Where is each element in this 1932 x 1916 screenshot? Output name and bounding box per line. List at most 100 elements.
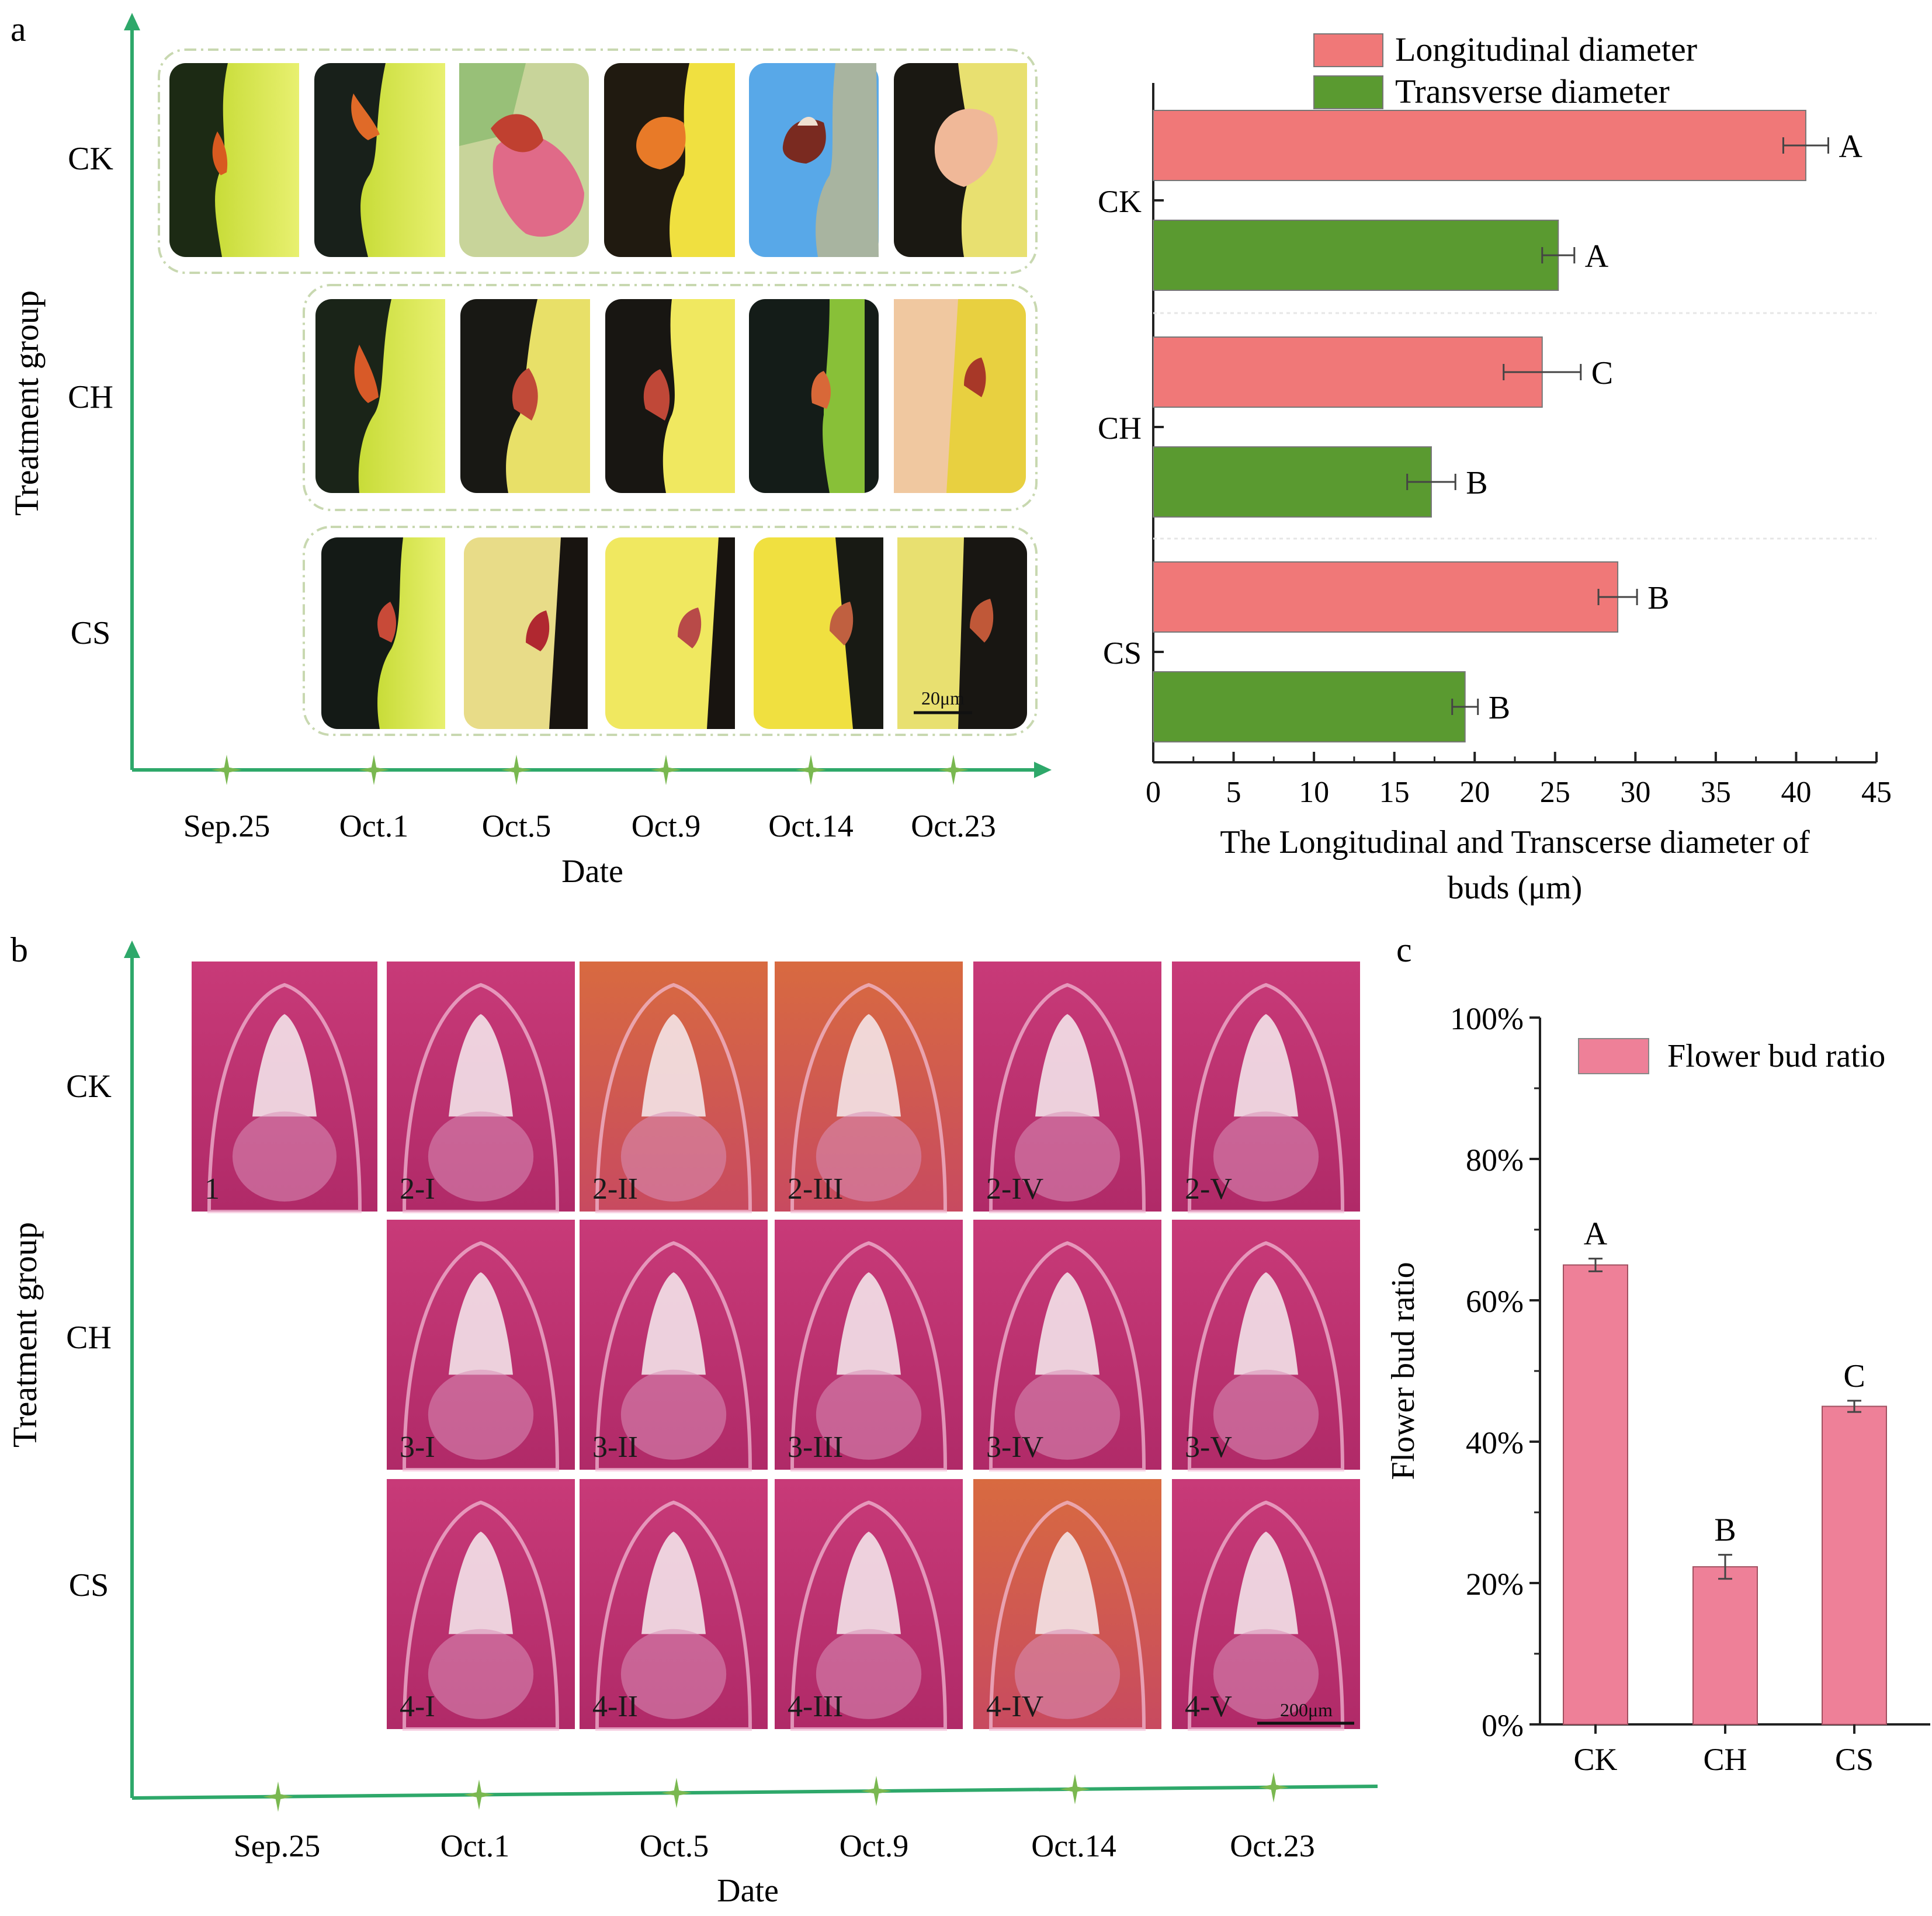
section-image: 2-III <box>775 962 963 1213</box>
section-image: 4-V <box>1172 1479 1360 1731</box>
panel-b-date-label: Oct.1 <box>440 1828 509 1863</box>
panel-a-date-label: Oct.1 <box>339 808 408 844</box>
section-cavity <box>641 1014 706 1117</box>
panel-b-date-label: Oct.23 <box>1230 1828 1314 1863</box>
photo-ch-oct14 <box>749 299 879 493</box>
panel-a-photo-axes <box>124 13 1052 778</box>
date-marker-star-icon <box>501 755 532 785</box>
panel-a-date-markers <box>211 755 969 785</box>
section-label: 2-IV <box>986 1172 1043 1206</box>
significance-letter: A <box>1584 1216 1608 1252</box>
section-cavity <box>641 1272 706 1375</box>
y-arrow-icon <box>124 940 140 958</box>
y-arrow-icon <box>124 13 140 30</box>
section-label: 4-V <box>1185 1690 1232 1723</box>
section-meristem <box>620 1629 727 1719</box>
date-marker-star-icon <box>861 1776 892 1806</box>
section-outline <box>1187 983 1345 1213</box>
x-tick-label: 30 <box>1620 776 1650 809</box>
x-axis-label: buds (μm) <box>1448 870 1583 906</box>
bar-longitudinal <box>1153 336 1543 408</box>
legend-label: Flower bud ratio <box>1667 1038 1885 1074</box>
panel-b-scale-bar: 200μm <box>1257 1699 1354 1725</box>
section-label: 2-I <box>400 1172 435 1206</box>
panel-a-date-label: Sep.25 <box>183 808 270 844</box>
section-outline <box>988 1500 1146 1731</box>
panel-a-date-label: Oct.9 <box>632 808 700 844</box>
bar-longitudinal <box>1153 110 1806 181</box>
legend-label: Longitudinal diameter <box>1395 30 1697 68</box>
section-outline <box>595 1500 752 1731</box>
flower-bud-ratio-chart: Flower bud ratio 0% 20% 40% 60% 80% 100% Flower… <box>1385 1001 1930 1777</box>
date-marker-star-icon <box>211 755 242 785</box>
section-label: 3-II <box>592 1431 638 1464</box>
bar-transverse <box>1153 220 1559 291</box>
ratio-bar <box>1692 1566 1758 1725</box>
panel-a-date-labels: Sep.25 Oct.1 Oct.5 Oct.9 Oct.14 Oct.23 <box>183 808 996 844</box>
x-tick-label: 20 <box>1459 776 1490 809</box>
y-category-label: CS <box>1103 636 1142 671</box>
section-meristem <box>428 1111 534 1202</box>
y-axis-label: Flower bud ratio <box>1385 1262 1421 1480</box>
section-cavity <box>449 1014 513 1117</box>
photo-ch-oct1 <box>315 299 445 493</box>
panel-a-frame-cs <box>303 526 1038 736</box>
panel-b-date-label: Sep.25 <box>234 1828 321 1863</box>
y-tick-label: 20% <box>1466 1567 1524 1602</box>
section-meristem <box>1213 1369 1319 1460</box>
ratio-bar <box>1563 1264 1628 1725</box>
panel-b-y-label: Treatment group <box>6 1222 44 1448</box>
section-image: 4-IV <box>973 1479 1161 1731</box>
section-image: 3-I <box>387 1220 575 1471</box>
section-cavity <box>449 1272 513 1375</box>
section-outline <box>402 983 560 1213</box>
x-tick-label: 25 <box>1540 776 1570 809</box>
section-outline <box>988 1241 1146 1471</box>
section-meristem <box>816 1111 922 1202</box>
section-outline <box>207 983 362 1213</box>
significance-letter: C <box>1843 1358 1865 1394</box>
photo-ch-oct23 <box>894 299 1026 493</box>
svg-text:200μm: 200μm <box>1280 1699 1333 1720</box>
section-label: 4-I <box>400 1690 435 1723</box>
section-image: 3-V <box>1172 1220 1360 1471</box>
significance-letter: B <box>1714 1512 1736 1549</box>
section-meristem <box>428 1369 534 1460</box>
chart-legend: Longitudinal diameter Transverse diameter <box>1313 30 1697 110</box>
bar-transverse <box>1153 671 1466 742</box>
section-image: 1 <box>192 962 377 1213</box>
photo-cs-oct14 <box>754 537 883 729</box>
histology-section-grid: 1 2-I 2-II 2-III 2-IV 2-V 3-I 3-II 3-III 3-IV 3-V 4… <box>192 962 1360 1731</box>
x-tick-label: 45 <box>1861 776 1892 809</box>
section-label: 3-I <box>400 1431 435 1464</box>
section-label: 3-V <box>1185 1431 1232 1464</box>
diameter-bar-chart: Longitudinal diameter Transverse diameter… <box>1098 30 1892 906</box>
photo-ck-oct14 <box>749 63 879 257</box>
section-image: 2-IV <box>973 962 1161 1213</box>
section-cavity <box>837 1014 901 1117</box>
date-marker-star-icon <box>263 1781 293 1812</box>
significance-letter: A <box>1585 238 1609 275</box>
section-cavity <box>1234 1532 1298 1634</box>
panel-b-date-labels: Sep.25 Oct.1 Oct.5 Oct.9 Oct.14 Oct.23 <box>234 1828 1315 1863</box>
section-image: 2-V <box>1172 962 1360 1213</box>
section-cavity <box>837 1532 901 1634</box>
x-tick-label: 40 <box>1781 776 1811 809</box>
section-meristem <box>1014 1111 1121 1202</box>
x-tick-label: 0 <box>1146 776 1161 809</box>
significance-letter: B <box>1489 690 1510 726</box>
panel-label-a: a <box>11 10 26 48</box>
x-tick-label: 10 <box>1299 776 1329 809</box>
section-meristem <box>428 1629 534 1719</box>
y-tick-label: 40% <box>1466 1425 1524 1460</box>
panel-a-date-label: Oct.23 <box>911 808 996 844</box>
x-category-label: CS <box>1835 1742 1874 1777</box>
y-tick-label: 80% <box>1466 1143 1524 1178</box>
panel-a-row-ch: CH <box>68 379 113 415</box>
panel-a-y-label: Treatment group <box>8 290 46 516</box>
photo-cs-oct5 <box>464 537 588 729</box>
y-tick-label: 0% <box>1482 1708 1524 1743</box>
photo-ch-oct9 <box>605 299 735 493</box>
date-marker-star-icon <box>1060 1773 1090 1804</box>
panel-b-date-markers <box>263 1772 1289 1812</box>
